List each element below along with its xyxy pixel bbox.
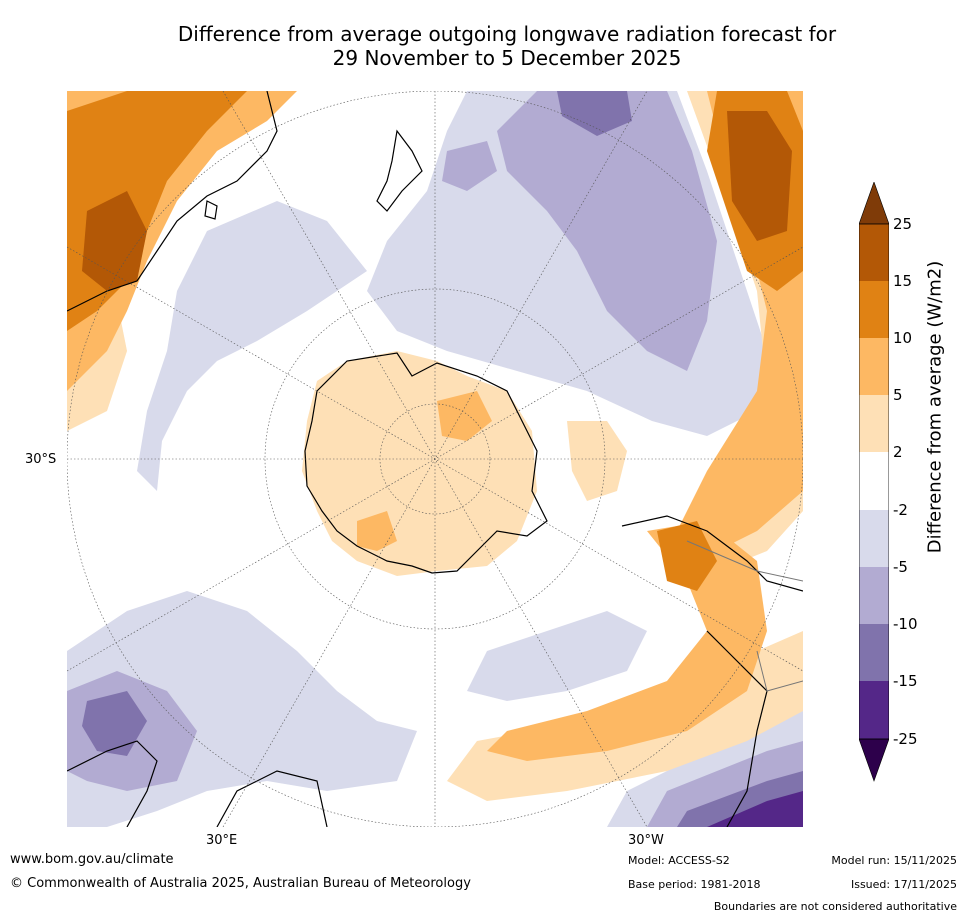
model-run-text: Model run: 15/11/2025	[831, 854, 957, 867]
south-america-interior-border	[686, 540, 803, 692]
colorbar-tick-n5: -5	[893, 558, 908, 576]
anomaly-light-orange-peninsula	[567, 421, 627, 501]
colorbar-band-10-15	[859, 281, 889, 338]
anomaly-light-purple-south-pacific	[467, 611, 647, 701]
anomaly-orange-antarctica-west	[357, 511, 397, 551]
anomaly-purple-pacific	[497, 91, 717, 371]
anomaly-orange-antarctica-east	[437, 391, 492, 441]
tasmania-coastline	[204, 200, 218, 220]
issued-text: Issued: 17/11/2025	[850, 878, 957, 891]
map-svg	[67, 91, 803, 827]
colorbar-band-neutral	[859, 452, 889, 510]
graticule	[67, 91, 803, 827]
colorbar-tick-5: 5	[893, 386, 903, 404]
colorbar-tick-n2: -2	[893, 501, 908, 519]
anomaly-brown-australia	[82, 191, 147, 291]
longitude-label-30w: 30°W	[628, 833, 664, 848]
australia-coastline	[67, 91, 278, 312]
title-line-1: Difference from average outgoing longwav…	[177, 22, 837, 46]
anomaly-dark-orange-south-america	[657, 521, 717, 591]
colorbar-band-15-25	[859, 224, 889, 281]
colorbar-band-n15-n10	[859, 624, 889, 681]
website-link[interactable]: www.bom.gov.au/climate	[10, 852, 174, 867]
title-line-2: 29 November to 5 December 2025	[332, 46, 682, 70]
colorbar-outline	[859, 223, 889, 740]
polar-anomaly-map	[67, 91, 803, 827]
latitude-label-30s: 30°S	[25, 452, 57, 467]
colorbar-tick-n25: -25	[893, 730, 918, 748]
colorbar-under-triangle	[859, 738, 889, 782]
south-america-coastline	[621, 515, 803, 827]
base-period-text: Base period: 1981-2018	[628, 878, 761, 891]
anomaly-dark-purple-southwest	[82, 691, 147, 756]
new-zealand-coastline	[376, 129, 423, 212]
copyright-text: © Commonwealth of Australia 2025, Austra…	[10, 876, 471, 891]
colorbar-tick-n10: -10	[893, 615, 918, 633]
anomaly-deep-purple-atlantic	[707, 791, 803, 827]
colorbar-tick-n15: -15	[893, 672, 918, 690]
colorbar-over-triangle	[859, 182, 889, 225]
anomaly-brown-east-pacific	[727, 111, 792, 241]
anomaly-dark-purple-pacific	[557, 91, 632, 136]
colorbar-tick-25: 25	[893, 215, 913, 233]
africa-coastline	[67, 740, 328, 827]
colorbar	[859, 182, 889, 782]
disclaimer-text: Boundaries are not considered authoritat…	[713, 900, 957, 913]
colorbar-tick-10: 10	[893, 329, 913, 347]
colorbar-band-n5-n2	[859, 510, 889, 567]
longitude-label-30e: 30°E	[206, 833, 238, 848]
colorbar-tick-2: 2	[893, 443, 903, 461]
map-title: Difference from average outgoing longwav…	[0, 22, 965, 70]
model-text: Model: ACCESS-S2	[628, 854, 730, 867]
colorbar-band-5-10	[859, 338, 889, 395]
antarctica-coastline	[304, 352, 548, 574]
colorbar-band-2-5	[859, 395, 889, 452]
anomaly-purple-central-pacific	[442, 141, 497, 191]
colorbar-band-n10-n5	[859, 567, 889, 624]
colorbar-tick-15: 15	[893, 272, 913, 290]
colorbar-label: Difference from average (W/m2)	[924, 260, 946, 554]
anomaly-light-purple-indian	[137, 201, 367, 491]
colorbar-band-n25-n15	[859, 681, 889, 739]
